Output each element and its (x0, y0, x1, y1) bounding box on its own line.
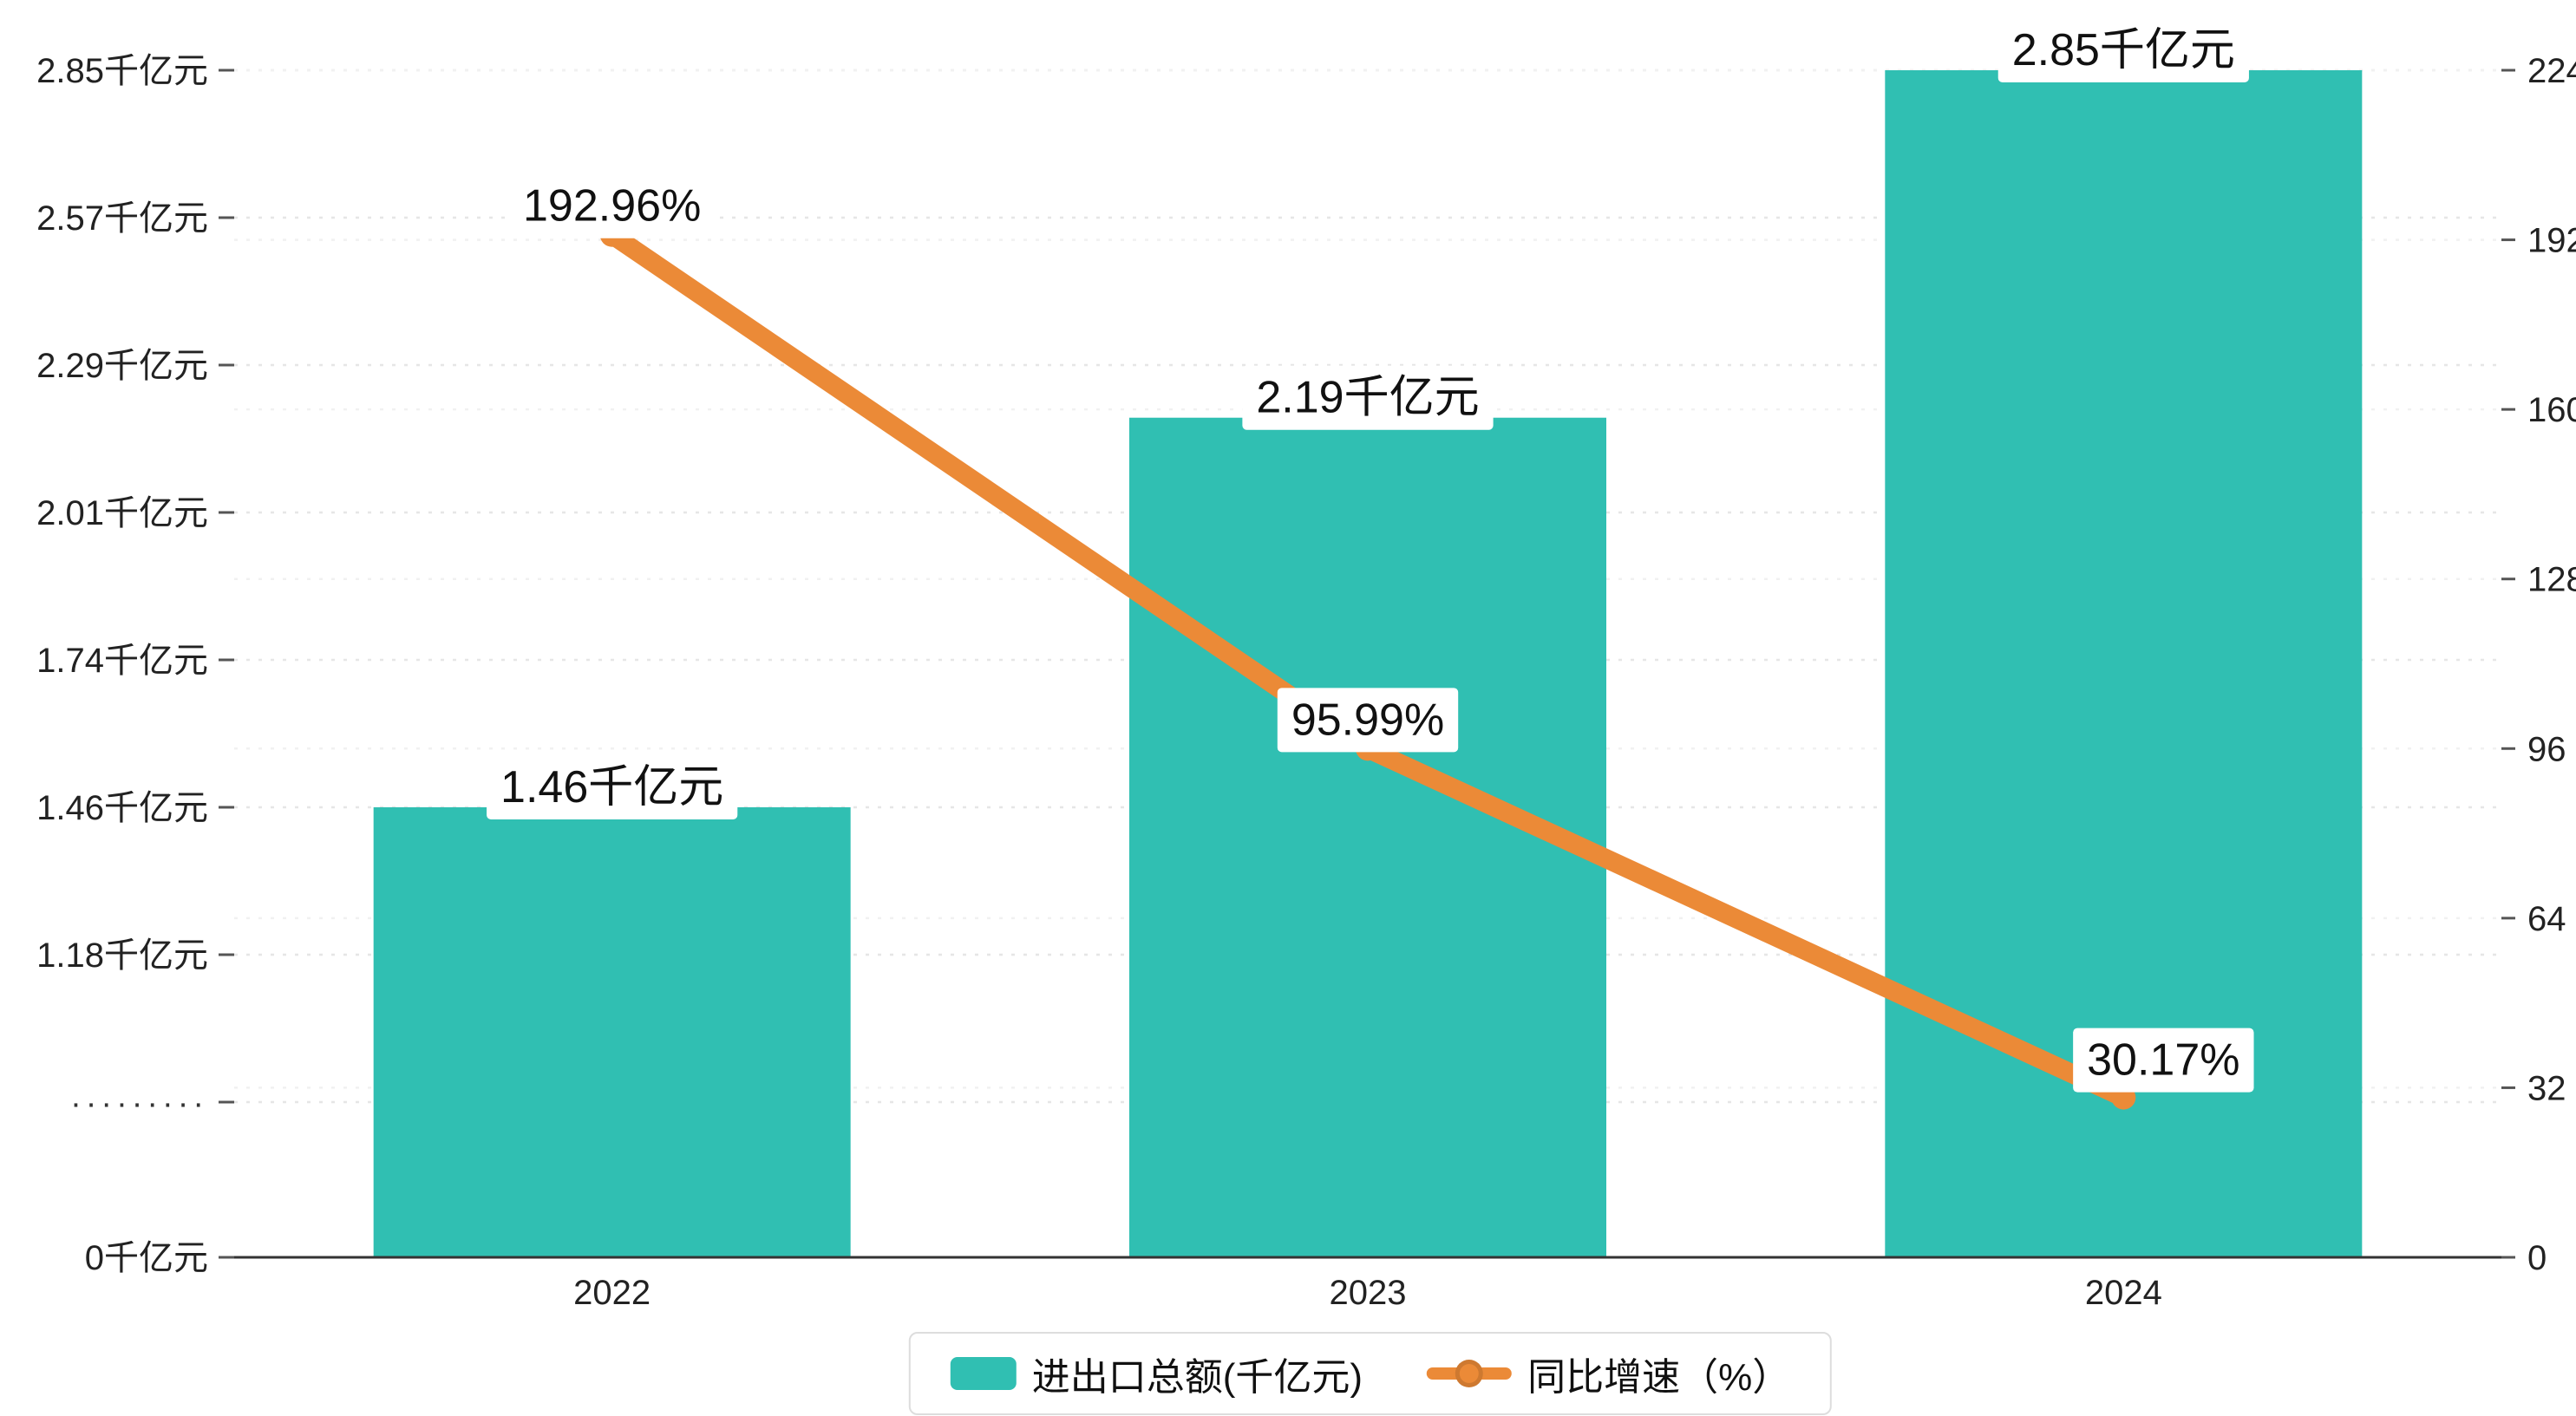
bar-value-label: 2.85千亿元 (2012, 25, 2235, 75)
left-axis-label: 2.57千亿元 (36, 199, 208, 238)
line-marker-dot (1455, 1360, 1484, 1387)
left-axis-label: ········· (70, 1086, 208, 1122)
right-axis-label: 192 (2527, 222, 2576, 260)
legend-label-bar: 进出口总额(千亿元) (1031, 1356, 1363, 1399)
right-axis-label: 224 (2527, 52, 2576, 90)
x-axis-label: 2022 (573, 1274, 651, 1312)
left-axis-label: 1.74千亿元 (36, 642, 208, 680)
left-axis-label: 2.85千亿元 (36, 52, 208, 90)
bar-2022[interactable] (373, 807, 851, 1257)
bar-value-label-bg (487, 755, 738, 819)
right-axis-label: 128 (2527, 561, 2576, 599)
left-axis-label: 1.18千亿元 (36, 936, 208, 975)
bar-value-label: 1.46千亿元 (500, 762, 723, 812)
right-axis-label: 64 (2527, 900, 2566, 938)
right-axis-label: 160 (2527, 391, 2576, 429)
legend-label-line: 同比增速（%） (1527, 1356, 1791, 1399)
line-value-label-bg (2073, 1028, 2254, 1093)
left-axis-label: 2.01千亿元 (36, 494, 208, 532)
x-axis-label: 2024 (2085, 1274, 2162, 1312)
right-axis-label: 96 (2527, 730, 2566, 768)
legend-item-bar-series[interactable]: 进出口总额(千亿元) (950, 1346, 1363, 1401)
line-series-marker-icon (1427, 1356, 1513, 1391)
line-value-label: 30.17% (2087, 1035, 2239, 1086)
left-axis-label: 2.29千亿元 (36, 347, 208, 385)
legend[interactable]: 进出口总额(千亿元) 同比增速（%） (908, 1332, 1833, 1415)
line-value-label: 192.96% (523, 181, 701, 232)
bar-value-label-bg (1997, 18, 2249, 82)
x-axis-label: 2023 (1330, 1274, 1407, 1312)
bar-value-label: 2.19千亿元 (1256, 373, 1479, 423)
left-axis-label: 0千亿元 (85, 1239, 208, 1277)
bar-2023[interactable] (1129, 417, 1606, 1257)
right-axis-label: 0 (2527, 1239, 2547, 1277)
right-axis-label: 32 (2527, 1069, 2566, 1107)
line-value-label: 95.99% (1291, 695, 1444, 745)
legend-item-line-series[interactable]: 同比增速（%） (1427, 1346, 1790, 1401)
left-axis-label: 1.46千亿元 (36, 789, 208, 827)
line-value-label-bg (1277, 688, 1459, 753)
line-value-label-bg (509, 173, 716, 238)
bar-series-swatch-icon (950, 1357, 1017, 1390)
bar-value-label-bg (1242, 365, 1494, 430)
